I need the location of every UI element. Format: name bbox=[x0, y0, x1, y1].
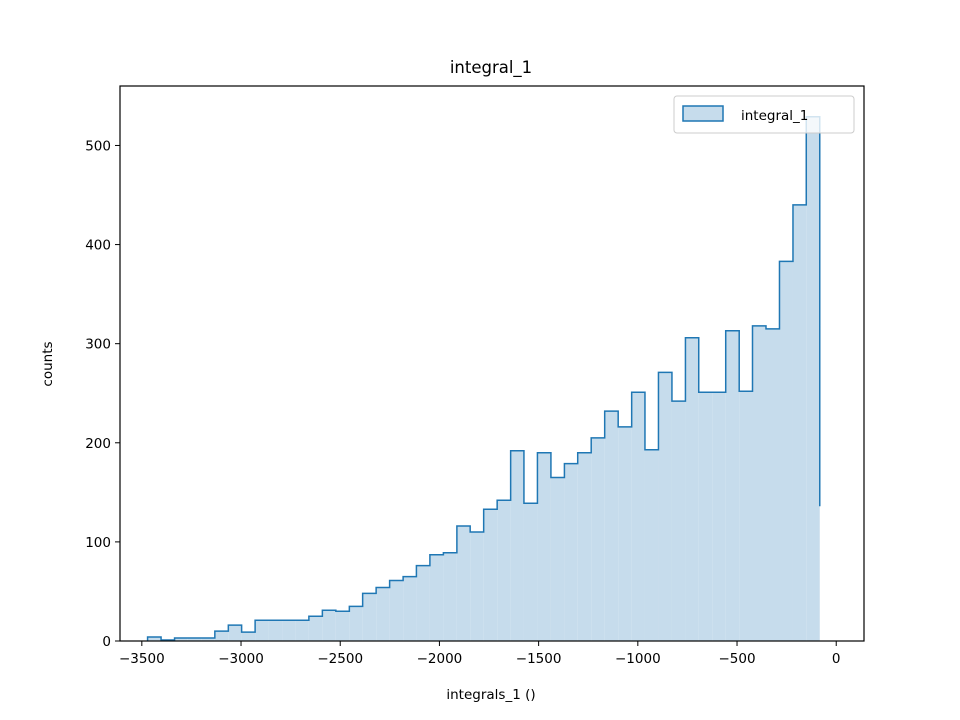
legend-swatch bbox=[682, 105, 724, 122]
histogram-bar bbox=[174, 638, 188, 641]
histogram-bar bbox=[429, 554, 444, 641]
histogram-bar bbox=[739, 391, 753, 641]
histogram-bar bbox=[752, 325, 766, 641]
histogram-bar bbox=[456, 526, 471, 641]
histogram-bar bbox=[591, 437, 605, 641]
histogram-bar bbox=[510, 450, 524, 641]
histogram-bar bbox=[644, 449, 659, 641]
histogram-bar bbox=[550, 477, 565, 641]
histogram-bar bbox=[187, 638, 202, 641]
histogram-bar bbox=[403, 576, 417, 641]
histogram-bar bbox=[698, 392, 713, 641]
x-tick-label: −3000 bbox=[218, 651, 264, 667]
histogram-bar bbox=[470, 531, 484, 641]
legend: integral_1 bbox=[673, 95, 855, 134]
histogram-bar bbox=[362, 593, 377, 641]
histogram-bar bbox=[497, 500, 511, 641]
y-tick-label: 400 bbox=[85, 238, 111, 254]
histogram-bar bbox=[416, 565, 430, 641]
histogram-bar bbox=[712, 392, 726, 641]
histogram-bar bbox=[604, 411, 619, 641]
chart-title: integral_1 bbox=[450, 58, 532, 78]
histogram-bar bbox=[564, 463, 578, 641]
histogram-bar bbox=[537, 452, 551, 641]
histogram-bar bbox=[241, 632, 256, 641]
histogram-bar bbox=[282, 620, 296, 641]
x-tick-label: −3500 bbox=[119, 651, 165, 667]
x-axis-label: integrals_1 () bbox=[446, 687, 535, 703]
y-tick-label: 0 bbox=[102, 634, 111, 650]
x-tick-label: −500 bbox=[718, 651, 755, 667]
histogram-bar bbox=[295, 620, 309, 641]
histogram-outline bbox=[146, 115, 821, 641]
plot-frame bbox=[119, 85, 865, 642]
histogram-bar bbox=[214, 631, 229, 641]
histogram-bar bbox=[322, 610, 336, 641]
histogram-bar bbox=[631, 392, 645, 641]
x-tick-label: −2000 bbox=[417, 651, 463, 667]
histogram-bar bbox=[443, 552, 457, 641]
histogram-bar bbox=[335, 611, 350, 641]
x-tick-label: −2500 bbox=[317, 651, 363, 667]
histogram-bar bbox=[725, 330, 740, 641]
histogram-bar bbox=[376, 587, 390, 641]
histogram-bar bbox=[228, 625, 242, 641]
histogram-bar bbox=[765, 328, 780, 641]
y-axis: 0 100 200 300 400 500 bbox=[85, 138, 120, 650]
histogram-bar bbox=[658, 372, 672, 641]
histogram-bar bbox=[779, 261, 793, 641]
histogram-bar bbox=[201, 638, 215, 641]
histogram-bar bbox=[389, 580, 404, 641]
histogram-bar bbox=[147, 637, 162, 641]
histogram-bar bbox=[792, 204, 807, 641]
legend-label: integral_1 bbox=[741, 108, 808, 124]
histogram-bar bbox=[308, 616, 323, 641]
histogram-bar bbox=[268, 620, 283, 641]
x-axis: −3500 −3000 −2500 −2000 −1500 −1000 −500 0 bbox=[119, 641, 841, 667]
y-tick-label: 300 bbox=[85, 337, 111, 353]
plot-area bbox=[146, 115, 821, 642]
y-tick-label: 500 bbox=[85, 138, 111, 154]
histogram-bar bbox=[577, 452, 592, 641]
y-axis-label: counts bbox=[40, 341, 56, 386]
x-tick-label: −1000 bbox=[615, 651, 661, 667]
histogram-bar bbox=[523, 503, 538, 641]
histogram-bar bbox=[255, 620, 269, 641]
y-tick-label: 100 bbox=[85, 535, 111, 551]
histogram-bar bbox=[349, 606, 363, 641]
histogram-bar bbox=[618, 426, 632, 641]
y-tick-label: 200 bbox=[85, 436, 111, 452]
x-tick-label: 0 bbox=[832, 651, 841, 667]
histogram-bar bbox=[685, 337, 699, 641]
x-tick-label: −1500 bbox=[516, 651, 562, 667]
histogram-bar bbox=[806, 116, 820, 642]
histogram-bar bbox=[671, 401, 686, 641]
histogram-bar bbox=[483, 509, 498, 641]
